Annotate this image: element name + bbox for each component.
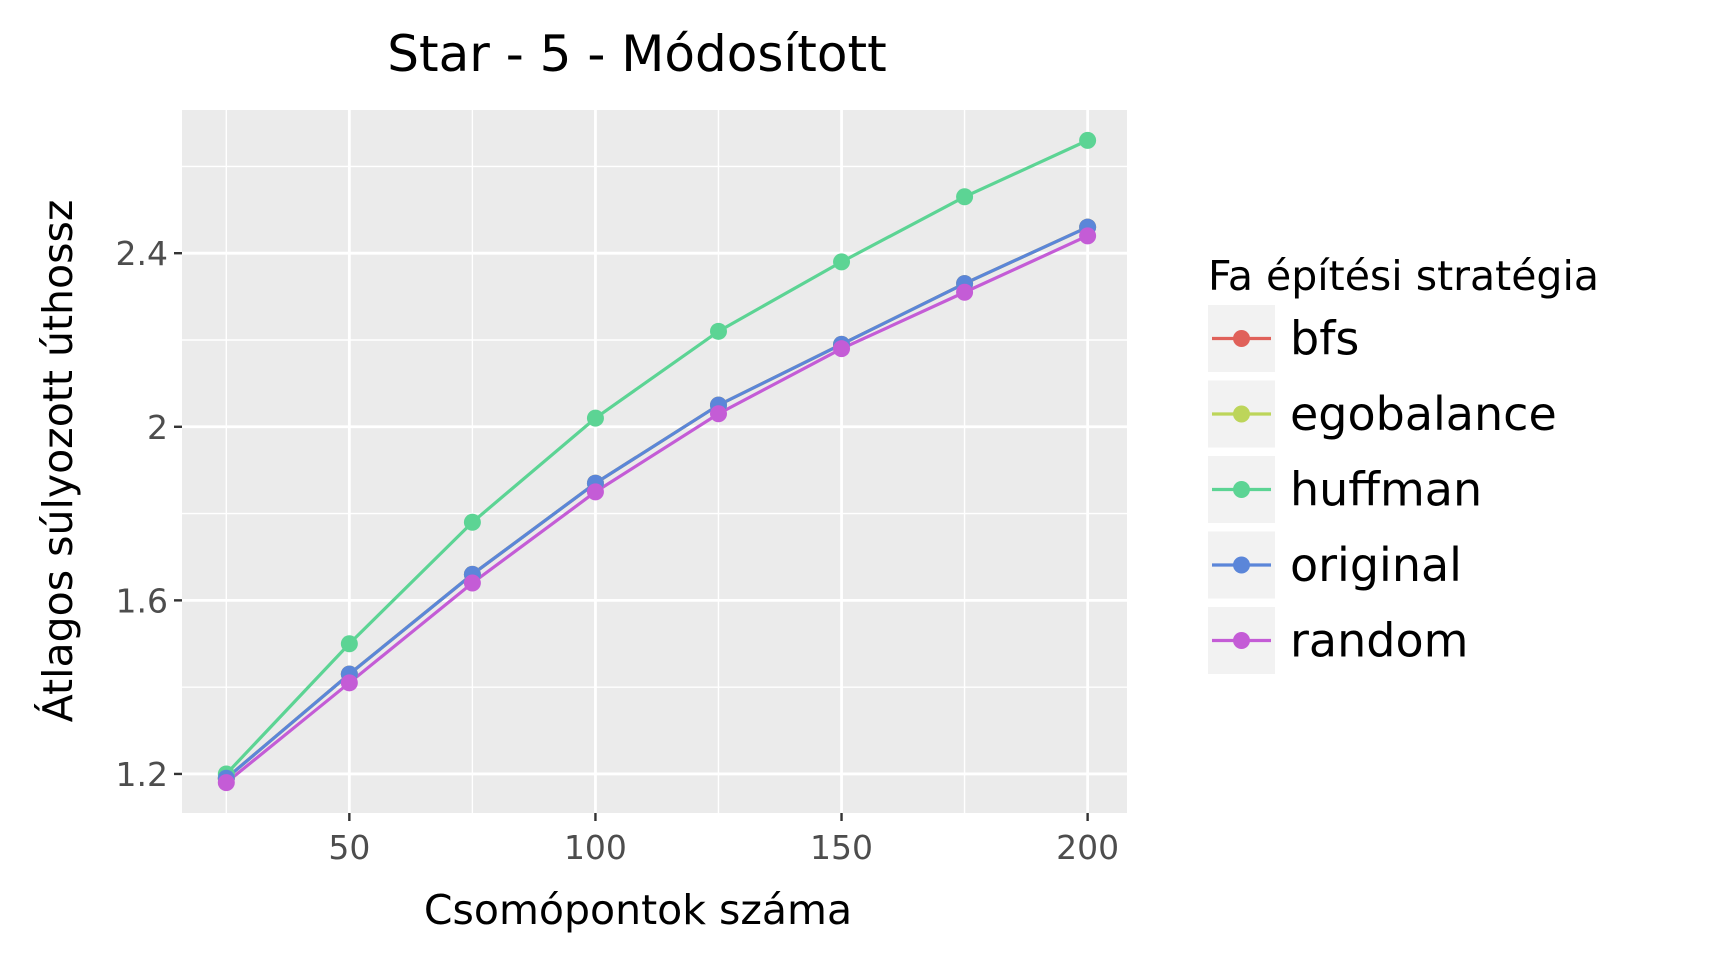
legend-label-random: random <box>1290 614 1468 668</box>
data-point-random <box>463 574 481 592</box>
plot-panel <box>182 110 1127 813</box>
x-axis-title: Csomópontok száma <box>424 886 852 934</box>
grid-minor <box>182 110 1127 813</box>
data-point-huffman <box>463 513 481 531</box>
series-layer <box>217 131 1097 792</box>
x-tick-label: 50 <box>328 828 370 867</box>
data-point-random <box>956 283 974 301</box>
legend-label-egobalance: egobalance <box>1290 387 1557 441</box>
series-line-random <box>225 234 1089 784</box>
data-point-random <box>1079 227 1097 245</box>
data-point-random <box>586 483 604 501</box>
legend-point-bfs <box>1233 330 1250 347</box>
chart-title: Star - 5 - Módosított <box>387 25 886 83</box>
data-point-huffman <box>340 635 358 653</box>
data-point-huffman <box>1079 131 1097 149</box>
legend: Fa építési stratégia bfs egobalance huffma… <box>1208 252 1599 674</box>
data-point-huffman <box>956 188 974 206</box>
y-tick-label: 2.4 <box>116 234 168 273</box>
legend-label-original: original <box>1290 538 1462 592</box>
y-tick-label: 1.6 <box>116 581 168 620</box>
y-tick-label: 1.2 <box>116 755 168 794</box>
data-point-huffman <box>709 322 727 340</box>
x-tick-label: 150 <box>810 828 873 867</box>
x-axis: 50 100 150 200 <box>328 813 1119 867</box>
y-tick-label: 2 <box>147 408 168 447</box>
legend-point-random <box>1233 632 1250 649</box>
data-point-random <box>833 340 851 358</box>
x-tick-label: 200 <box>1056 828 1119 867</box>
x-tick-label: 100 <box>564 828 627 867</box>
data-point-huffman <box>833 253 851 271</box>
legend-label-huffman: huffman <box>1290 463 1482 517</box>
data-point-random <box>217 774 235 792</box>
legend-point-original <box>1233 556 1250 574</box>
series-line-original <box>225 225 1089 780</box>
legend-label-bfs: bfs <box>1290 312 1359 366</box>
data-point-random <box>709 405 727 423</box>
series-line-huffman <box>225 138 1089 776</box>
y-axis: 1.2 1.6 2 2.4 <box>116 234 182 794</box>
legend-point-egobalance <box>1233 405 1250 423</box>
data-point-huffman <box>586 409 604 427</box>
data-point-random <box>340 674 358 692</box>
y-axis-title: Átlagos súlyozott úthossz <box>34 200 82 723</box>
legend-point-huffman <box>1233 481 1250 498</box>
legend-title: Fa építési stratégia <box>1208 252 1599 300</box>
